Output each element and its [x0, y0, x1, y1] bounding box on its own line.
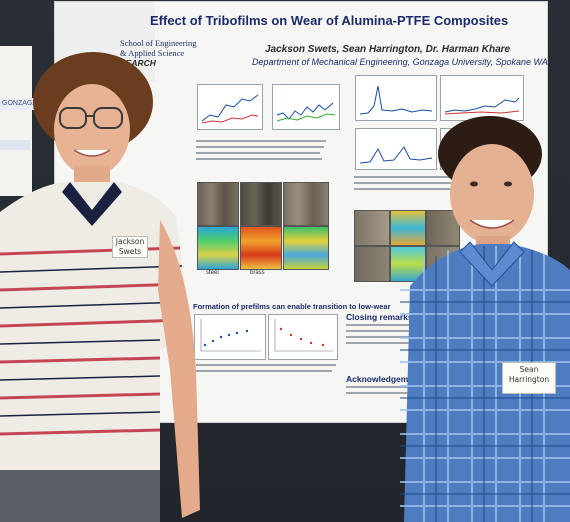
body-text-line — [346, 330, 424, 332]
poster-plot-4 — [440, 75, 524, 121]
micrograph-right-1 — [354, 210, 390, 246]
micrograph-heatmap-2 — [240, 226, 282, 270]
adjacent-poster-heading-bar — [0, 140, 30, 150]
body-text-line — [196, 140, 326, 142]
micrograph-3 — [283, 182, 329, 226]
section-acknowledgements-heading: Acknowledgements — [346, 374, 426, 384]
body-text-line — [346, 386, 416, 388]
micrograph-right-2 — [390, 210, 426, 246]
body-text-line — [196, 146, 324, 148]
micrograph-label-brass: brass — [250, 270, 265, 276]
poster-plot-3 — [355, 75, 437, 121]
gonzaga-logo-band: GONZAGA — [0, 98, 37, 110]
research-tag: SEARCH — [120, 58, 156, 68]
micrograph-steel-1 — [197, 182, 239, 226]
section-closing-heading: Closing remarks — [346, 312, 413, 322]
micrograph-label-steel: steel — [206, 270, 219, 276]
name-badge-left: Jackson Swets — [112, 236, 148, 258]
poster-authors: Jackson Swets, Sean Harrington, Dr. Harm… — [265, 44, 511, 55]
poster-plot-1 — [197, 84, 263, 130]
micrograph-brass-1 — [240, 182, 282, 226]
poster-department: Department of Mechanical Engineering, Go… — [252, 57, 548, 67]
poster-plot-2 — [272, 84, 340, 130]
section-prefilms-heading: Formation of prefilms can enable transit… — [193, 302, 391, 311]
adjacent-poster: GONZAGA — [0, 46, 37, 196]
micrograph-heatmap-1 — [197, 226, 239, 270]
school-name: School of Engineering & Applied Science … — [120, 38, 196, 68]
person-left — [0, 40, 210, 522]
poster-title: Effect of Tribofilms on Wear of Alumina-… — [150, 13, 509, 28]
micrograph-right-5 — [390, 246, 426, 282]
school-name-line2: & Applied Science — [120, 48, 185, 58]
person-right — [400, 110, 570, 522]
body-text-line — [196, 370, 332, 372]
poster-plot-8 — [268, 314, 338, 360]
school-name-line1: School of Engineering — [120, 38, 197, 48]
body-text-line — [346, 324, 426, 326]
poster-plot-7 — [194, 314, 266, 360]
body-text-line — [354, 188, 504, 190]
body-text-line — [196, 158, 322, 160]
micrograph-heatmap-3 — [283, 226, 329, 270]
micrograph-right-4 — [354, 246, 390, 282]
poster-plot-5 — [355, 128, 437, 170]
body-text-line — [354, 176, 514, 178]
name-badge-right: Sean Harrington — [502, 362, 556, 394]
body-text-line — [346, 342, 418, 344]
body-text-line — [196, 152, 320, 154]
body-text-line — [346, 392, 412, 394]
body-text-line — [354, 182, 512, 184]
body-text-line — [196, 364, 336, 366]
body-text-line — [346, 336, 422, 338]
